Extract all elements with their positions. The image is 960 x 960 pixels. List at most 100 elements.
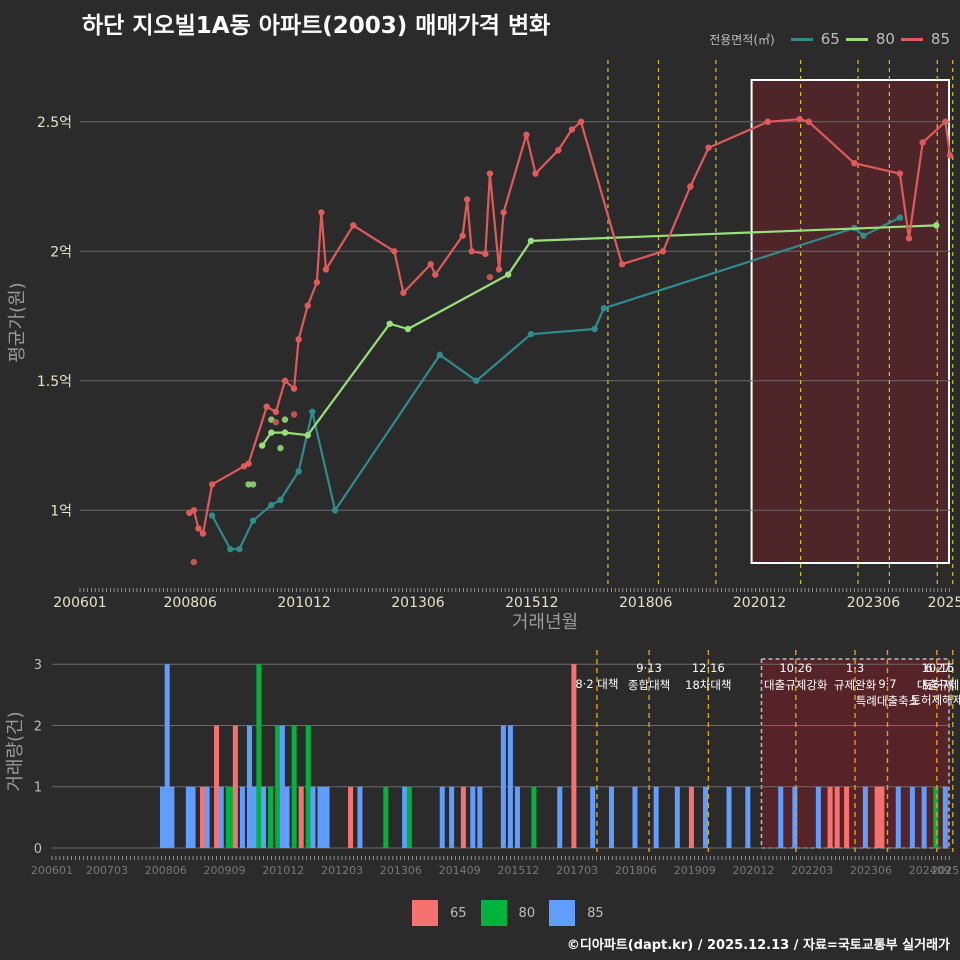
price-point-65 <box>331 507 339 514</box>
price-x-tick-label: 200806 <box>164 595 218 611</box>
volume-bar-85 <box>284 786 290 848</box>
volume-bar-65 <box>348 786 354 848</box>
volume-bar-85 <box>159 786 165 848</box>
price-point-85 <box>705 144 712 151</box>
volume-bar-80 <box>383 786 389 848</box>
policy-annotation: 대출규제 <box>917 678 959 692</box>
volume-x-tick-label: 202012 <box>732 864 774 877</box>
price-series-line-85 <box>188 118 952 535</box>
volume-bar-85 <box>169 786 175 848</box>
price-point-65 <box>277 496 284 504</box>
price-point-85 <box>905 235 913 242</box>
price-point-85 <box>463 196 471 203</box>
price-point-65 <box>236 545 243 553</box>
price-point-85 <box>764 118 772 125</box>
volume-bar-85 <box>745 786 751 848</box>
price-y-axis-label: 평균가(원) <box>7 282 28 362</box>
price-point-65 <box>268 501 275 509</box>
volume-bar-80 <box>933 786 939 848</box>
volume-x-tick-label: 202203 <box>791 864 833 877</box>
volume-bar-85 <box>726 786 732 848</box>
volume-bar-85 <box>251 786 257 848</box>
volume-bar-65 <box>827 786 833 848</box>
price-point-85 <box>577 118 585 125</box>
price-point-80 <box>527 237 535 245</box>
volume-x-tick-label: 201012 <box>262 864 304 877</box>
price-point-85 <box>500 209 507 216</box>
volume-bar-85 <box>703 786 709 848</box>
volume-bar-85 <box>470 786 476 848</box>
volume-bar-85 <box>590 786 596 848</box>
price-legend-item-85: 85 <box>900 30 950 48</box>
price-x-axis-label: 거래년월 <box>512 612 578 633</box>
volume-x-tick-label: 201512 <box>497 864 539 877</box>
price-point-85 <box>432 271 439 278</box>
volume-bar-80 <box>531 786 537 848</box>
volume-bar-85 <box>557 786 563 848</box>
price-legend-label-65: 65 <box>820 30 840 48</box>
price-point-65 <box>295 468 302 475</box>
legend-line-80 <box>845 37 868 41</box>
policy-annotation: 규제완화 <box>834 678 877 692</box>
volume-bar-85 <box>185 786 191 848</box>
price-x-tick-label: 201012 <box>277 595 330 611</box>
price-point-85 <box>322 266 330 273</box>
price-point-85 <box>486 273 494 281</box>
volume-bar-85 <box>507 725 513 848</box>
volume-bar-65 <box>879 786 885 848</box>
volume-bar-80 <box>225 786 231 848</box>
policy-annotation: 토허제 <box>922 678 954 692</box>
price-point-65 <box>249 517 257 524</box>
volume-bar-85 <box>239 786 245 848</box>
price-point-80 <box>386 320 393 327</box>
volume-bar-85 <box>439 786 445 848</box>
volume-legend-label-85: 85 <box>587 905 604 921</box>
price-x-tick-label: 200601 <box>53 595 106 611</box>
price-point-85 <box>796 115 803 123</box>
volume-bar-65 <box>199 786 205 848</box>
price-point-85 <box>618 261 626 268</box>
price-point-85 <box>208 481 216 488</box>
volume-x-tick-label: 201909 <box>674 864 716 877</box>
volume-x-tick-label: 202409 <box>909 864 951 877</box>
price-point-85 <box>896 170 904 177</box>
price-point-85 <box>400 289 407 296</box>
price-legend-title: 전용면적(㎡) <box>709 32 775 47</box>
price-point-85 <box>290 385 298 392</box>
volume-bar-85 <box>164 664 170 848</box>
volume-bar-85 <box>942 786 948 848</box>
volume-bar-85 <box>500 725 506 848</box>
volume-bar-65 <box>688 786 694 848</box>
price-point-85 <box>295 336 302 343</box>
volume-x-tick-label: 201306 <box>380 864 422 877</box>
price-point-85 <box>304 302 311 309</box>
volume-x-tick-label: 200909 <box>204 864 246 877</box>
price-point-85 <box>532 170 539 177</box>
volume-x-tick-label: 201703 <box>556 864 598 877</box>
price-x-tick-label: 2025 <box>928 595 960 611</box>
volume-bar-85 <box>246 725 252 848</box>
price-point-85 <box>459 232 466 239</box>
price-point-85 <box>805 118 812 125</box>
price-point-80 <box>245 481 252 488</box>
price-legend-label-85: 85 <box>930 30 950 48</box>
price-point-85 <box>290 411 298 418</box>
volume-bar-85 <box>674 786 680 848</box>
price-point-85 <box>391 248 398 255</box>
volume-x-tick-label: 201203 <box>321 864 363 877</box>
policy-annotation: 8·2 대책 <box>575 677 618 691</box>
policy-annotation: 1·3 <box>846 661 864 675</box>
volume-legend-swatch-65 <box>412 900 438 926</box>
price-point-85 <box>851 160 858 167</box>
volume-legend-item-65: 65 <box>412 900 467 926</box>
volume-bar-85 <box>357 786 363 848</box>
price-point-85 <box>263 403 270 410</box>
price-legend: 전용면적(㎡) 65 80 85 <box>709 30 950 48</box>
price-point-85 <box>486 170 494 177</box>
volume-bar-85 <box>909 786 915 848</box>
price-point-80 <box>933 222 940 229</box>
volume-bar-80 <box>291 725 297 848</box>
price-highlight-region <box>750 79 951 564</box>
